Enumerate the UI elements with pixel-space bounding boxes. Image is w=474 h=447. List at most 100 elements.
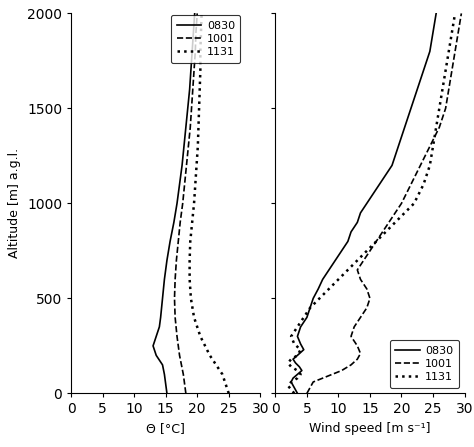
1001 — [456, 30, 461, 35]
1131 — [198, 49, 203, 54]
1131 — [226, 391, 232, 396]
1001 — [329, 372, 335, 377]
0830 — [332, 257, 338, 263]
1001 — [175, 343, 181, 349]
1001 — [355, 343, 360, 349]
1001 — [177, 219, 183, 225]
1131 — [292, 342, 297, 347]
1131 — [345, 267, 351, 273]
0830 — [164, 391, 170, 396]
Line: 1131: 1131 — [190, 13, 229, 393]
0830 — [427, 49, 433, 54]
1131 — [191, 315, 197, 320]
0830 — [307, 305, 313, 311]
1131 — [288, 379, 294, 384]
1131 — [288, 387, 294, 392]
0830 — [402, 125, 408, 130]
0830 — [162, 372, 167, 377]
1131 — [292, 391, 297, 396]
1131 — [199, 11, 204, 16]
0830 — [163, 381, 169, 387]
0830 — [177, 181, 182, 187]
1001 — [355, 357, 360, 362]
1001 — [446, 87, 452, 92]
0830 — [298, 324, 303, 329]
1131 — [285, 383, 291, 388]
0830 — [392, 153, 398, 159]
1131 — [336, 277, 341, 282]
Y-axis label: Altitude [m] a.g.l.: Altitude [m] a.g.l. — [9, 148, 21, 258]
0830 — [164, 257, 170, 263]
1131 — [295, 324, 301, 329]
Line: 1131: 1131 — [288, 13, 455, 393]
1001 — [177, 353, 182, 358]
0830 — [295, 333, 301, 339]
0830 — [315, 286, 321, 291]
0830 — [298, 342, 303, 347]
0830 — [292, 385, 297, 390]
1001 — [194, 11, 200, 16]
Line: 1001: 1001 — [307, 13, 461, 393]
0830 — [389, 163, 395, 168]
1131 — [298, 347, 303, 352]
0830 — [295, 372, 301, 377]
0830 — [376, 181, 382, 187]
0830 — [293, 360, 299, 366]
1131 — [430, 144, 436, 149]
1001 — [190, 87, 196, 92]
1131 — [449, 30, 455, 35]
1131 — [288, 357, 294, 362]
0830 — [162, 277, 167, 282]
1131 — [195, 144, 201, 149]
1001 — [374, 239, 379, 244]
1001 — [193, 30, 199, 35]
1001 — [187, 125, 193, 130]
1131 — [285, 360, 291, 366]
0830 — [310, 296, 316, 301]
1131 — [187, 277, 192, 282]
0830 — [290, 357, 296, 362]
1001 — [310, 379, 316, 384]
1001 — [189, 105, 194, 111]
0830 — [297, 364, 302, 369]
1131 — [433, 125, 439, 130]
1131 — [188, 296, 194, 301]
0830 — [295, 353, 301, 358]
1131 — [383, 229, 389, 235]
1131 — [213, 362, 219, 367]
Line: 0830: 0830 — [153, 13, 195, 393]
0830 — [160, 362, 165, 367]
1001 — [452, 49, 458, 54]
0830 — [191, 30, 196, 35]
1131 — [355, 257, 360, 263]
1001 — [172, 315, 178, 320]
0830 — [188, 68, 194, 73]
1131 — [198, 68, 203, 73]
1131 — [364, 248, 370, 253]
0830 — [187, 87, 192, 92]
1001 — [180, 201, 185, 206]
1131 — [288, 364, 294, 369]
0830 — [326, 267, 332, 273]
0830 — [174, 201, 180, 206]
0830 — [181, 144, 187, 149]
1131 — [427, 163, 433, 168]
1001 — [173, 257, 179, 263]
0830 — [399, 134, 404, 139]
1131 — [317, 296, 322, 301]
1001 — [183, 391, 189, 396]
1131 — [189, 219, 195, 225]
Line: 1001: 1001 — [174, 13, 197, 393]
1131 — [439, 87, 445, 92]
1131 — [187, 239, 193, 244]
1001 — [380, 229, 385, 235]
0830 — [414, 87, 420, 92]
0830 — [290, 375, 296, 381]
1001 — [392, 210, 398, 215]
0830 — [364, 201, 370, 206]
0830 — [358, 210, 364, 215]
0830 — [299, 368, 305, 373]
1131 — [421, 181, 427, 187]
X-axis label: Wind speed [m s⁻¹]: Wind speed [m s⁻¹] — [309, 422, 431, 435]
0830 — [160, 296, 165, 301]
